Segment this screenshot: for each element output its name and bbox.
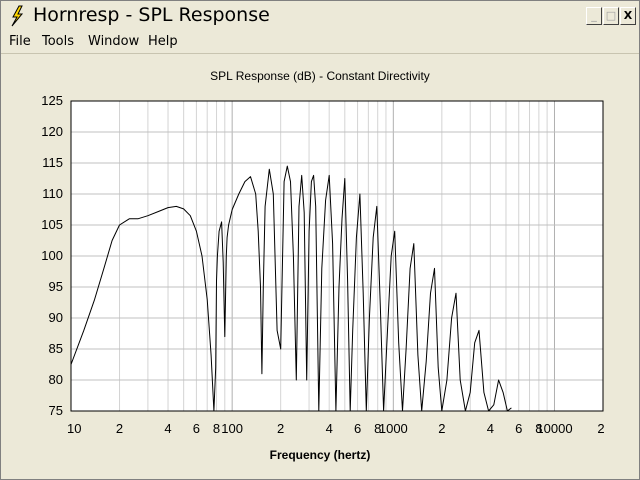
y-tick-label: 100 <box>41 248 63 263</box>
x-tick-label: 1000 <box>379 421 408 436</box>
menu-file[interactable]: File <box>9 34 31 49</box>
x-tick-label: 4 <box>326 421 333 436</box>
x-tick-label: 8 <box>213 421 220 436</box>
window-title: Hornresp - SPL Response <box>33 4 270 26</box>
y-tick-label: 105 <box>41 217 63 232</box>
plot-frame <box>70 100 604 412</box>
close-button[interactable]: X <box>620 7 636 25</box>
y-tick-label: 115 <box>42 155 63 170</box>
menu-help[interactable]: Help <box>148 34 178 49</box>
y-tick-label: 110 <box>42 186 63 201</box>
x-axis-label: Frequency (hertz) <box>269 448 371 462</box>
x-tick-label: 8 <box>374 421 381 436</box>
maximize-button[interactable]: □ <box>603 7 619 25</box>
chart-area: SPL Response (dB) - Constant Directivity… <box>1 54 639 479</box>
x-tick-label: 10000 <box>536 421 572 436</box>
y-tick-label: 85 <box>49 341 63 356</box>
menu-bar: File Tools Window Help <box>1 31 639 54</box>
minimize-button[interactable]: _ <box>586 7 602 25</box>
y-tick-label: 125 <box>41 93 63 108</box>
chart-title: SPL Response (dB) - Constant Directivity <box>210 69 430 83</box>
lightning-bolt-icon <box>11 5 24 27</box>
y-tick-labels: 75 80 85 90 95 100 105 110 115 120 125 <box>41 93 63 418</box>
y-tick-label: 80 <box>49 372 63 387</box>
x-tick-label: 2 <box>116 421 123 436</box>
x-tick-label: 100 <box>221 421 243 436</box>
x-tick-label: 2 <box>597 421 604 436</box>
y-tick-label: 120 <box>41 124 63 139</box>
x-tick-label: 6 <box>193 421 200 436</box>
x-tick-label: 2 <box>438 421 445 436</box>
x-tick-label: 10 <box>67 421 81 436</box>
x-tick-label: 4 <box>164 421 171 436</box>
x-tick-label: 8 <box>535 421 542 436</box>
x-tick-label: 6 <box>354 421 361 436</box>
title-bar[interactable]: Hornresp - SPL Response _ □ X <box>1 1 639 31</box>
x-tick-label: 6 <box>515 421 522 436</box>
menu-tools[interactable]: Tools <box>42 34 75 49</box>
menu-window[interactable]: Window <box>88 34 140 49</box>
x-tick-label: 4 <box>487 421 494 436</box>
x-tick-label: 2 <box>277 421 284 436</box>
y-tick-label: 95 <box>49 279 63 294</box>
y-tick-label: 90 <box>49 310 63 325</box>
series-group <box>70 165 512 412</box>
y-tick-label: 75 <box>49 403 63 418</box>
spl-response-line <box>70 165 512 412</box>
